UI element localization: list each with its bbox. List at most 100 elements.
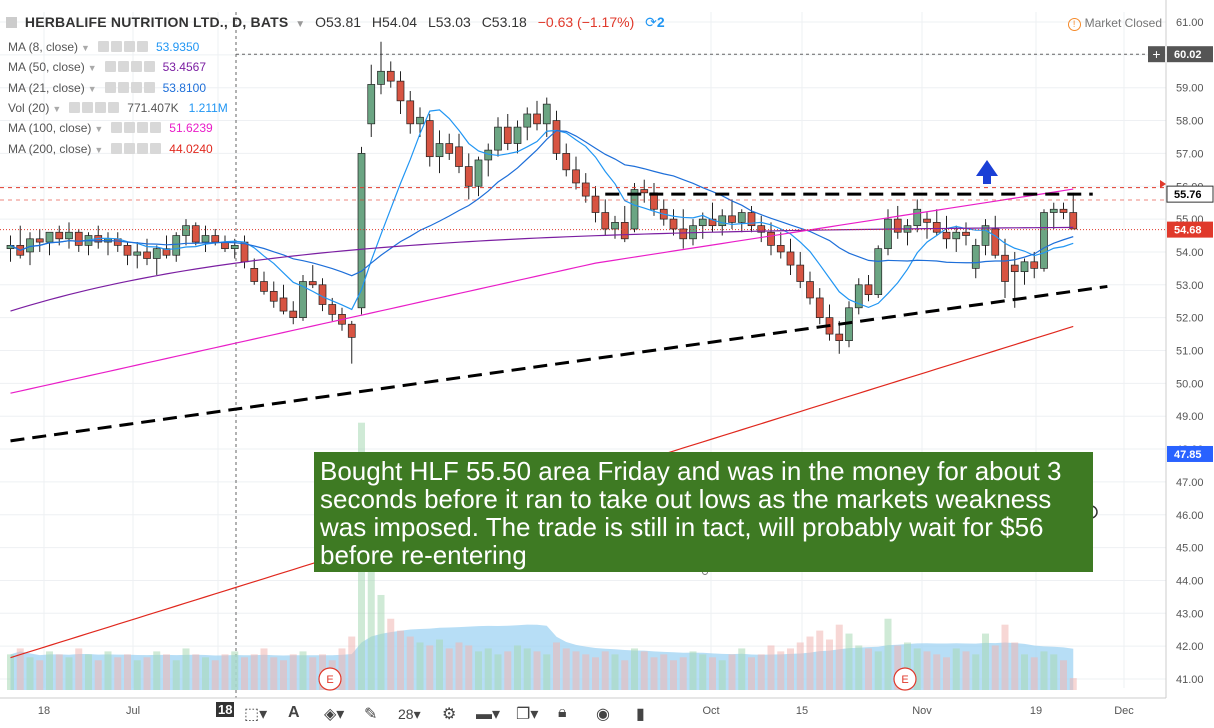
settings-icon[interactable] [110,41,122,52]
eye-icon[interactable] [69,101,81,113]
add-icon[interactable] [123,41,135,52]
candle-body [406,100,415,125]
indicator-legend-4[interactable]: MA (100, close) ▼ 51.6239 [8,121,213,135]
settings-icon[interactable] [124,122,136,134]
candle-body [806,281,814,299]
add-icon[interactable] [137,142,149,154]
chevron-down-icon[interactable]: ▼ [87,83,97,94]
fill-icon[interactable]: ◈▾ [324,706,345,723]
close-icon[interactable] [136,41,148,52]
lock-icon[interactable]: 🔒︎ [558,704,567,721]
select-tool-icon[interactable]: ⬚▾ [244,706,268,723]
symbol-title[interactable]: HERBALIFE NUTRITION LTD., D, BATS [24,14,289,30]
volume-bar [1011,642,1019,690]
candle-body [815,297,824,319]
settings-icon[interactable] [117,81,129,93]
candle-body [796,264,805,282]
settings-icon[interactable] [117,61,129,73]
eye-icon[interactable] [97,41,109,52]
chevron-down-icon[interactable]: ▼ [94,144,104,155]
candle-body [737,212,746,223]
indicator-value: 53.9350 [155,40,200,54]
eye-icon[interactable] [104,61,116,73]
volume-bar [55,654,63,690]
volume-bar [221,654,229,690]
template-icon[interactable]: ▬▾ [476,706,501,723]
close-icon[interactable] [143,61,155,73]
close-icon[interactable] [150,142,162,154]
candle-body [464,166,473,187]
candle-body [133,251,142,256]
volume-bar [338,648,346,690]
close-icon[interactable] [143,81,155,93]
candle-body [942,231,951,240]
clone-icon[interactable]: ❐▾ [516,706,539,723]
volume-bar [650,657,658,690]
volume-bar [699,654,707,690]
chevron-down-icon[interactable]: ▼ [81,43,90,53]
trash-icon[interactable]: ▮ [636,706,645,723]
chevron-down-icon[interactable]: ▼ [94,124,104,135]
indicator-legend-5[interactable]: MA (200, close) ▼ 44.0240 [8,142,213,156]
price-label: 55.76 [1174,189,1202,201]
eye-icon[interactable] [104,81,116,93]
interval-select[interactable]: 28▾ [398,706,421,722]
indicator-label: MA (200, close) [8,141,92,156]
eye-icon[interactable]: ◉ [596,706,610,723]
eye-icon[interactable] [111,142,123,154]
candle-body [455,146,463,167]
settings-icon[interactable] [82,101,94,113]
text-tool-icon[interactable]: A [288,704,300,721]
chevron-down-icon[interactable]: ▼ [87,63,97,74]
candle-body [269,291,278,302]
y-tick-label: 54.00 [1176,247,1204,259]
volume-bar [884,618,892,690]
volume-bar [387,618,395,690]
indicator-legend-1[interactable]: MA (50, close) ▼ 53.4567 [8,60,206,74]
candle-body [572,169,580,184]
close-icon[interactable] [150,122,162,134]
add-icon[interactable] [130,81,142,93]
volume-bar [640,651,648,690]
volume-bar [553,642,560,690]
symbol-icon[interactable] [6,17,17,28]
candle-body [172,235,181,256]
annotation-note[interactable]: Bought HLF 55.50 area Friday and was in … [314,452,1093,572]
add-icon[interactable] [130,61,142,73]
eye-icon[interactable] [111,122,123,134]
candle-body [620,222,629,240]
pencil-icon[interactable]: ✎ [364,706,378,723]
indicator-legend-0[interactable]: MA (8, close) ▼ 53.9350 [8,40,199,54]
candle-body [367,84,376,125]
candle-body [923,218,931,223]
up-arrow-icon [976,160,998,184]
chevron-down-icon[interactable]: ▼ [295,19,306,30]
link-icon[interactable]: ⟳ [645,14,657,30]
drawing-toolbar: 18 ⬚▾ A ◈▾ ✎ 28▾ ⚙ ▬▾ ❐▾ 🔒︎ ◉ ▮ [212,700,672,728]
volume-bar [748,657,755,690]
candle-body [757,225,766,233]
volume-bar [601,651,609,690]
close-icon[interactable] [108,101,120,113]
volume-bar [972,654,980,690]
candle-body [162,248,171,256]
add-icon[interactable] [95,101,107,113]
candle-body [776,245,785,253]
indicator-label: Vol (20) [8,100,50,115]
price-label-box [1167,445,1213,462]
indicator-label: MA (21, close) [8,80,85,95]
add-icon[interactable] [137,122,149,134]
candle-body [416,116,424,125]
volume-bar [660,654,668,690]
x-tick-label: Jul [126,705,140,717]
candle-body [932,222,941,233]
indicator-legend-3[interactable]: Vol (20) ▼ 771.407K 1.211M [8,101,228,115]
settings-icon[interactable] [124,142,136,154]
gear-icon[interactable]: ⚙ [442,706,457,723]
indicator-legend-2[interactable]: MA (21, close) ▼ 53.8100 [8,81,206,95]
volume-bar [65,657,73,690]
volume-bar [465,645,473,690]
volume-bar [153,651,161,690]
chevron-down-icon[interactable]: ▼ [52,103,62,114]
